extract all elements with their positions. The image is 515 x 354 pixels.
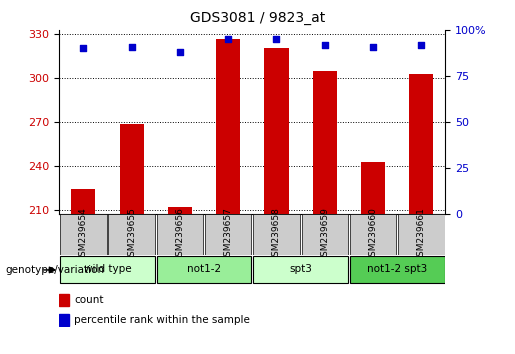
Text: wild type: wild type xyxy=(84,264,131,274)
Text: GDS3081 / 9823_at: GDS3081 / 9823_at xyxy=(190,11,325,25)
Point xyxy=(321,42,329,48)
Text: not1-2: not1-2 xyxy=(187,264,221,274)
Bar xyxy=(264,48,288,214)
Bar xyxy=(168,207,192,214)
Bar xyxy=(60,256,155,284)
Text: count: count xyxy=(74,295,104,305)
Text: GSM239660: GSM239660 xyxy=(369,207,377,262)
Bar xyxy=(157,256,251,284)
Text: GSM239657: GSM239657 xyxy=(224,207,233,262)
Bar xyxy=(409,74,434,214)
Bar xyxy=(253,256,348,284)
Point xyxy=(128,44,136,50)
Point xyxy=(369,44,377,50)
Bar xyxy=(350,256,444,284)
Point xyxy=(272,36,281,42)
Bar xyxy=(302,214,348,255)
Bar xyxy=(157,214,203,255)
Point xyxy=(176,49,184,55)
Text: not1-2 spt3: not1-2 spt3 xyxy=(367,264,427,274)
Bar xyxy=(253,214,300,255)
Text: genotype/variation: genotype/variation xyxy=(5,265,104,275)
Text: GSM239656: GSM239656 xyxy=(176,207,184,262)
Bar xyxy=(216,39,241,214)
Point xyxy=(224,36,232,42)
Text: GSM239654: GSM239654 xyxy=(79,207,88,262)
Point xyxy=(417,42,425,48)
Bar xyxy=(398,214,444,255)
Text: GSM239655: GSM239655 xyxy=(127,207,136,262)
Bar xyxy=(350,214,396,255)
Bar xyxy=(71,189,95,214)
Bar xyxy=(361,161,385,214)
Bar xyxy=(60,214,107,255)
Point xyxy=(79,46,88,51)
Bar xyxy=(119,124,144,214)
Bar xyxy=(59,295,69,306)
Bar xyxy=(59,314,69,326)
Bar xyxy=(205,214,251,255)
Text: GSM239658: GSM239658 xyxy=(272,207,281,262)
Text: GSM239659: GSM239659 xyxy=(320,207,329,262)
Bar xyxy=(109,214,155,255)
Text: percentile rank within the sample: percentile rank within the sample xyxy=(74,315,250,325)
Text: spt3: spt3 xyxy=(289,264,312,274)
Bar xyxy=(313,71,337,214)
Text: GSM239661: GSM239661 xyxy=(417,207,426,262)
